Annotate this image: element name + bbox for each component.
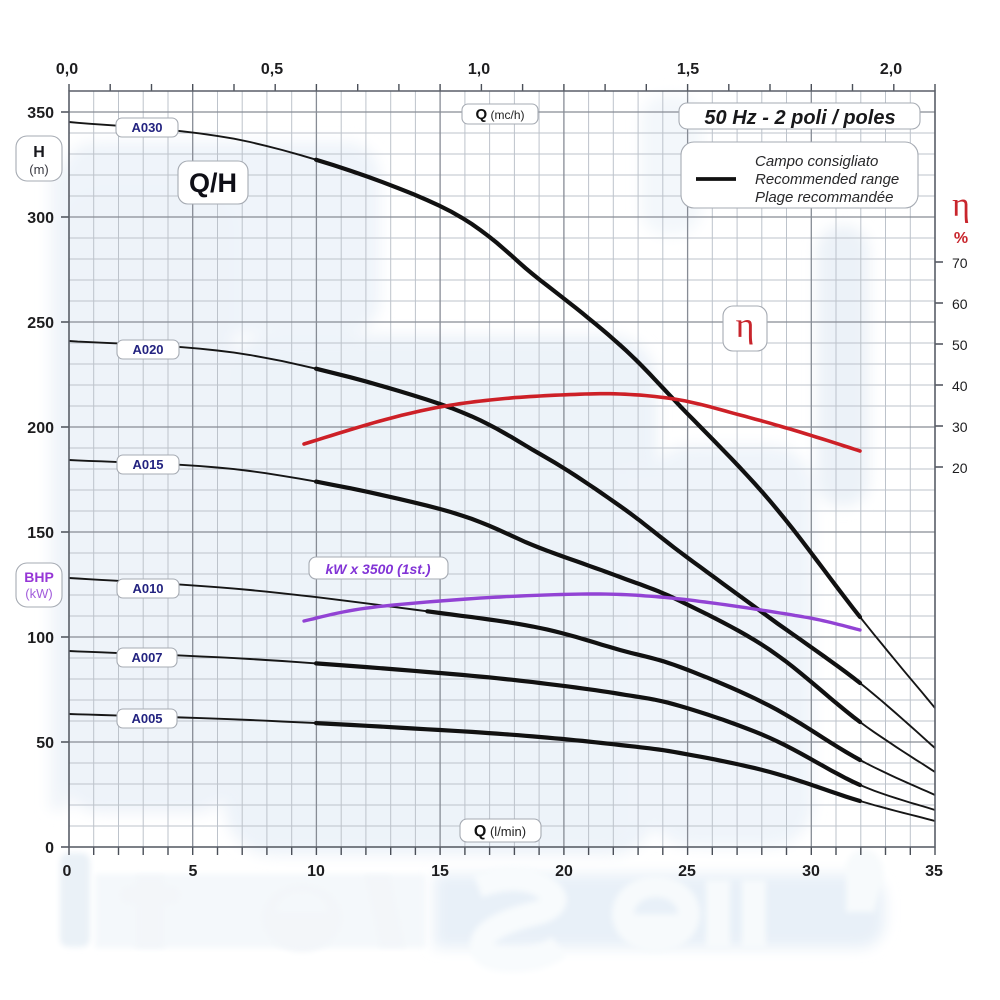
svg-text:Campo consigliato: Campo consigliato	[755, 153, 878, 170]
svg-text:2,0: 2,0	[880, 61, 902, 78]
svg-text:150: 150	[27, 525, 54, 542]
svg-text:30: 30	[802, 863, 820, 880]
svg-text:25: 25	[678, 863, 696, 880]
svg-text:A020: A020	[132, 342, 163, 357]
svg-text:50 Hz - 2 poli / poles: 50 Hz - 2 poli / poles	[704, 107, 895, 129]
svg-text:1,5: 1,5	[677, 61, 699, 78]
svg-text:%: %	[954, 230, 968, 247]
svg-text:1,0: 1,0	[468, 61, 490, 78]
svg-text:Q/H: Q/H	[189, 168, 237, 198]
svg-text:0,5: 0,5	[261, 61, 283, 78]
svg-text:η: η	[952, 187, 970, 224]
svg-text:0: 0	[63, 863, 72, 880]
svg-text:η: η	[736, 305, 755, 345]
svg-text:Plage recommandée: Plage recommandée	[755, 189, 893, 206]
svg-text:A010: A010	[132, 581, 163, 596]
svg-text:350: 350	[27, 105, 54, 122]
svg-text:100: 100	[27, 630, 54, 647]
svg-text:A005: A005	[131, 711, 162, 726]
svg-text:50: 50	[36, 735, 54, 752]
svg-text:H: H	[33, 144, 45, 161]
svg-text:10: 10	[307, 863, 325, 880]
svg-text:35: 35	[925, 863, 943, 880]
svg-text:Q (l/min): Q (l/min)	[474, 823, 526, 840]
svg-text:kW x 3500 (1st.): kW x 3500 (1st.)	[325, 561, 430, 577]
svg-text:Recommended range: Recommended range	[755, 171, 899, 188]
svg-text:20: 20	[555, 863, 573, 880]
svg-text:20: 20	[952, 460, 968, 476]
svg-text:A015: A015	[132, 457, 163, 472]
svg-text:(kW): (kW)	[25, 586, 52, 601]
svg-text:Q (mc/h): Q (mc/h)	[475, 106, 524, 123]
svg-text:15: 15	[431, 863, 449, 880]
svg-text:250: 250	[27, 315, 54, 332]
svg-text:60: 60	[952, 296, 968, 312]
svg-text:0,0: 0,0	[56, 61, 78, 78]
svg-text:(m): (m)	[29, 162, 49, 177]
svg-text:200: 200	[27, 420, 54, 437]
svg-text:70: 70	[952, 255, 968, 271]
svg-text:A007: A007	[131, 650, 162, 665]
svg-text:40: 40	[952, 378, 968, 394]
svg-text:BHP: BHP	[24, 569, 54, 585]
svg-text:30: 30	[952, 419, 968, 435]
svg-text:5: 5	[189, 863, 198, 880]
svg-text:A030: A030	[131, 120, 162, 135]
svg-text:300: 300	[27, 210, 54, 227]
svg-text:50: 50	[952, 337, 968, 353]
svg-text:0: 0	[45, 840, 54, 857]
